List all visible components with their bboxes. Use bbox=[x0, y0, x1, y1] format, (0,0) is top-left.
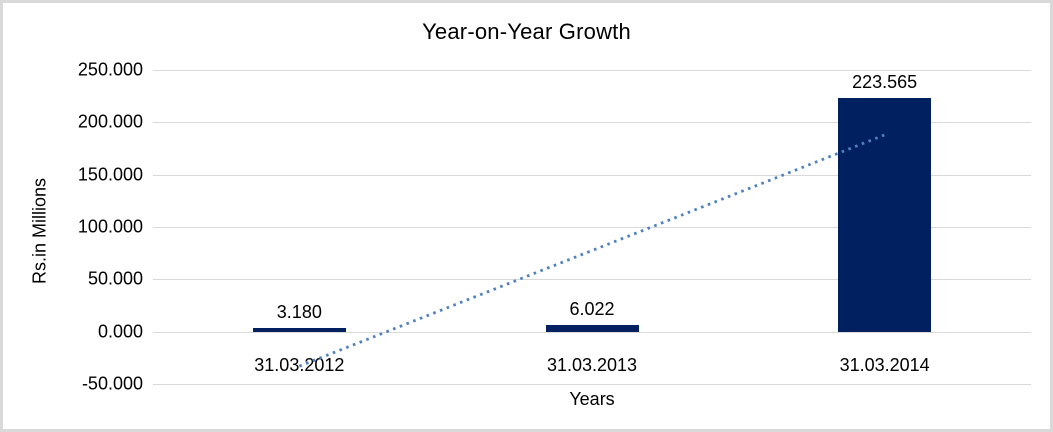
gridline bbox=[153, 331, 1031, 333]
y-tick-label: 250.000 bbox=[77, 59, 143, 80]
bar-31.03.2012 bbox=[252, 328, 346, 332]
bar-31.03.2013 bbox=[545, 325, 639, 332]
y-tick-label: 0.000 bbox=[97, 321, 143, 342]
x-category-label: 31.03.2014 bbox=[839, 354, 930, 375]
gridline bbox=[153, 122, 1031, 124]
y-tick-label: -50.000 bbox=[81, 373, 143, 394]
gridline bbox=[153, 70, 1031, 71]
y-tick-label: 100.000 bbox=[77, 216, 143, 237]
chart-title: Year-on-Year Growth bbox=[422, 19, 631, 44]
gridline bbox=[153, 384, 1031, 385]
y-tick-label: 150.000 bbox=[77, 164, 143, 185]
y-tick-label: 50.000 bbox=[87, 268, 143, 289]
x-category-label: 31.03.2012 bbox=[254, 354, 345, 375]
bar-31.03.2014 bbox=[838, 97, 932, 332]
data-label: 223.565 bbox=[852, 71, 918, 92]
data-label: 6.022 bbox=[569, 299, 615, 320]
plot-area: -50.000 0.000 50.000 100.000 150.000 200.000 2… bbox=[78, 60, 1031, 394]
x-category-label: 31.03.2013 bbox=[546, 354, 638, 375]
x-axis-title: Years bbox=[569, 389, 615, 409]
y-tick-label: 200.000 bbox=[77, 111, 143, 132]
data-label: 3.180 bbox=[276, 302, 322, 323]
